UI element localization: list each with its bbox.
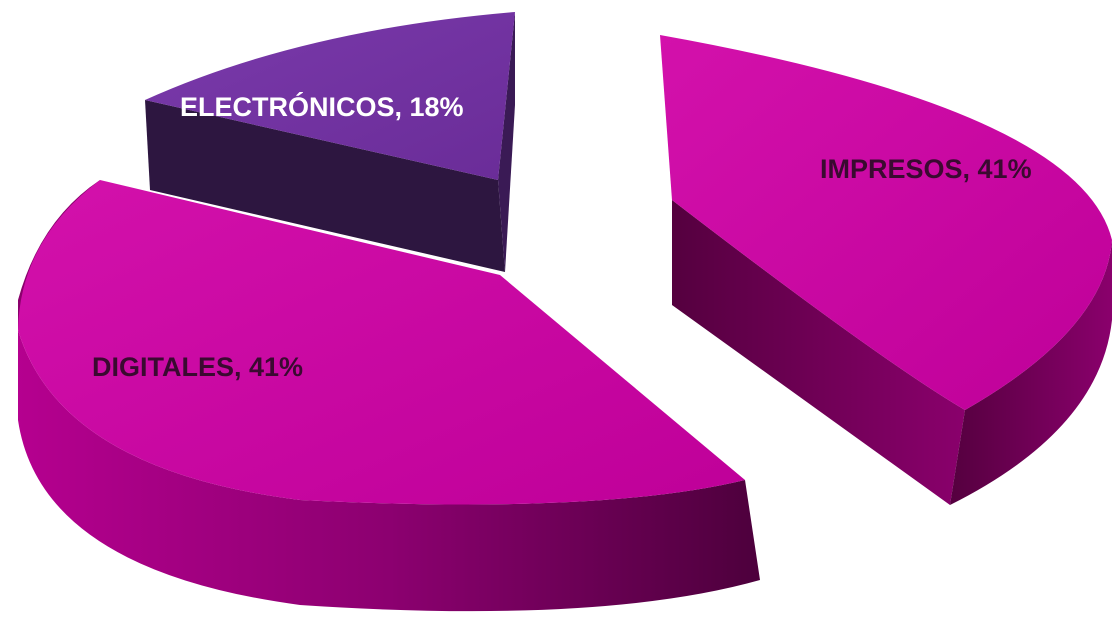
- pie-slice-electrnicos-side-0: [145, 100, 505, 272]
- pie-slice-impresos-top: [660, 35, 1112, 410]
- pie-slice-electrnicos-top: [145, 12, 515, 180]
- pie-slice-digitales-top: [18, 180, 745, 505]
- pie-slice-digitales-side-0: [18, 330, 760, 612]
- pie-slice-electrnicos-side-1: [498, 12, 515, 272]
- pie-slice-impresos-side-1: [950, 240, 1112, 505]
- pie-slice-digitales: [18, 180, 760, 612]
- pie-slice-label-digitales: DIGITALES, 41%: [92, 352, 303, 382]
- pie-slice-label-electrnicos: ELECTRÓNICOS, 18%: [180, 91, 464, 122]
- pie-slice-impresos-side-0: [672, 200, 965, 505]
- pie-slice-impresos: [660, 35, 1112, 505]
- pie-slice-label-impresos: IMPRESOS, 41%: [820, 154, 1032, 184]
- pie-slice-electrnicos: [145, 12, 515, 272]
